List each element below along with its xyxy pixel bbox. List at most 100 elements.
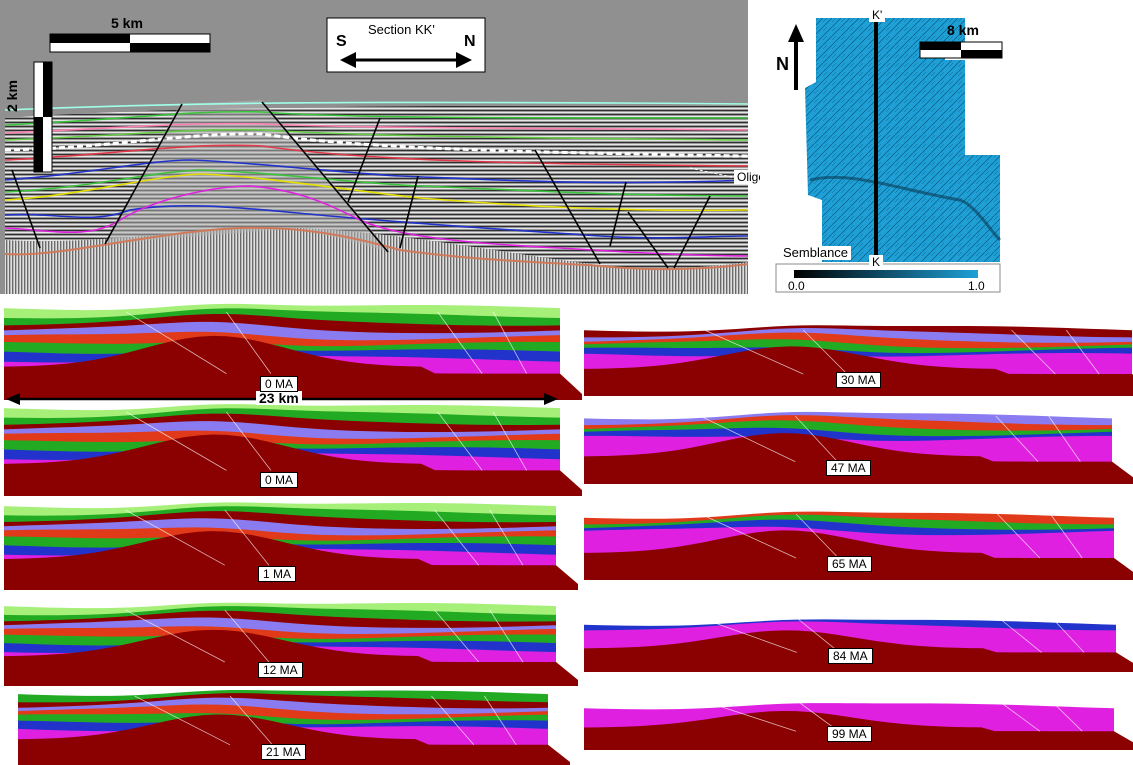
restoration-panel <box>584 699 1133 750</box>
fault-line <box>995 415 1039 462</box>
restoration-panel <box>4 602 578 686</box>
horizon-pink-1 <box>4 122 748 134</box>
vertical-scale-bar <box>33 61 53 173</box>
fault-line <box>224 509 270 566</box>
restoration-panel <box>584 511 1133 580</box>
fault-line <box>1050 513 1083 559</box>
fault-line <box>226 311 272 374</box>
section-direction-box <box>326 17 486 73</box>
age-label: 84 MA <box>828 648 873 664</box>
horizon-blue-1 <box>4 159 748 184</box>
fault-line <box>796 617 840 653</box>
seismic-faults <box>11 101 711 269</box>
colorbar-min: 0.0 <box>788 279 805 293</box>
fault-line <box>134 695 231 746</box>
fault-line <box>492 311 527 374</box>
basement-layer <box>4 629 578 686</box>
fault-line <box>609 181 627 247</box>
section-label: Section KK' <box>368 22 435 37</box>
fault-line <box>1050 699 1083 732</box>
fault-line <box>224 609 270 663</box>
fault-line <box>534 149 601 265</box>
fault-line <box>700 699 797 732</box>
fault-line <box>1065 329 1100 375</box>
basement-layer <box>4 335 582 400</box>
map-scale-label: 8 km <box>947 22 979 38</box>
horizontal-scale-label: 5 km <box>111 15 143 31</box>
fault-line <box>700 513 797 559</box>
restoration-panel <box>584 325 1133 396</box>
map-marker-bottom: K <box>869 255 884 269</box>
age-label: 0 MA <box>260 472 299 488</box>
fault-line <box>802 329 848 375</box>
map-north-label: N <box>776 54 789 74</box>
basement-layer <box>584 433 1133 484</box>
map-survey-area <box>805 18 1000 262</box>
restoration-panel <box>4 502 578 590</box>
fault-line <box>431 695 475 746</box>
fault-line <box>399 175 419 249</box>
horizontal-scale-bar <box>49 33 211 53</box>
fault-line <box>437 311 483 374</box>
fault-line <box>489 509 524 566</box>
basement-layer <box>4 434 582 496</box>
basement-layer <box>584 530 1133 580</box>
horizon-blue-2 <box>4 204 748 239</box>
map-marker-top: K' <box>869 8 886 22</box>
horizon-dashed <box>4 132 748 158</box>
vertical-scale-label: 2 km <box>4 80 20 112</box>
width-label: 23 km <box>256 391 302 405</box>
fault-line <box>627 211 669 269</box>
horizon-yellow <box>4 173 748 212</box>
fault-line <box>1011 329 1056 375</box>
fault-line <box>226 411 272 471</box>
age-label: 99 MA <box>827 726 872 742</box>
map-scale-bar <box>919 41 1003 59</box>
fault-line <box>700 617 797 653</box>
fault-line <box>437 411 483 471</box>
fault-line <box>704 329 804 375</box>
restoration-panels <box>4 303 1133 765</box>
fault-line <box>997 699 1041 732</box>
seismic-horizons <box>4 101 748 271</box>
horizon-green-2 <box>4 128 748 141</box>
fault-line <box>673 195 711 269</box>
fault-line <box>104 103 183 245</box>
basement-layer <box>18 714 570 765</box>
age-label: 21 MA <box>261 744 306 760</box>
fault-line <box>492 411 527 471</box>
fault-line <box>229 695 273 746</box>
age-label: 65 MA <box>827 556 872 572</box>
fault-line <box>126 311 227 374</box>
fault-line <box>126 411 227 471</box>
fault-line <box>1048 415 1081 462</box>
horizon-green-1 <box>4 110 748 126</box>
age-label: 0 MA <box>260 376 299 392</box>
age-label: 12 MA <box>258 662 303 678</box>
fault-line <box>125 609 225 663</box>
basement-layer <box>4 531 578 590</box>
horizon-red-1 <box>4 144 748 167</box>
north-arrow-icon <box>788 24 804 90</box>
age-label: 30 MA <box>836 372 881 388</box>
age-label: 47 MA <box>826 460 871 476</box>
fault-line <box>1051 617 1085 653</box>
horizon-green-3 <box>4 169 748 197</box>
fault-line <box>434 509 480 566</box>
fault-line <box>11 169 41 249</box>
fault-line <box>489 609 524 663</box>
fault-line <box>125 509 225 566</box>
colorbar-title: Semblance <box>780 246 852 260</box>
horizon-magenta <box>4 185 748 257</box>
fault-line <box>998 617 1042 653</box>
seismic-section <box>0 0 748 294</box>
fault-line <box>484 695 517 746</box>
fault-line <box>261 101 389 253</box>
fault-line <box>997 513 1041 559</box>
fault-line <box>699 415 796 462</box>
direction-south: S <box>336 33 347 50</box>
restoration-panel <box>584 617 1133 672</box>
restoration-panel <box>18 689 570 765</box>
fault-line <box>347 117 381 203</box>
